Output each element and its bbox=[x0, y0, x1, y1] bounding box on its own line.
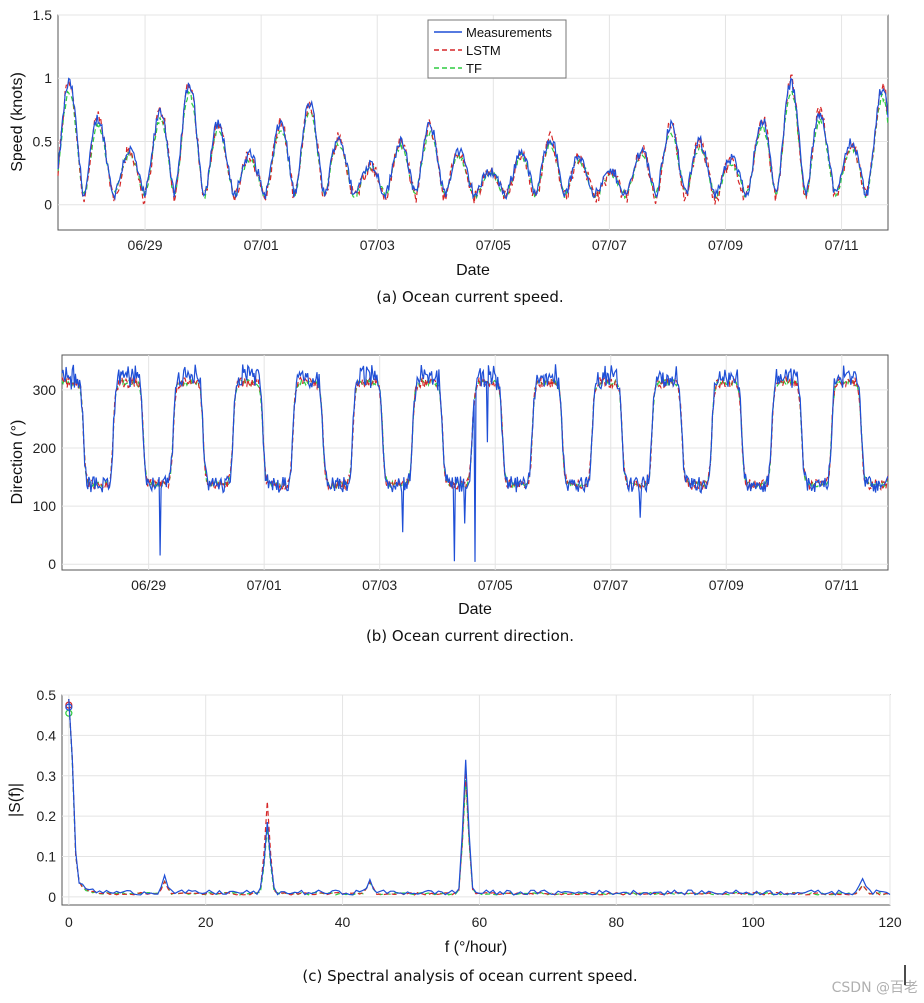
spectrum-x-tick-label: 40 bbox=[335, 914, 351, 930]
direction-y-tick-label: 200 bbox=[33, 440, 57, 456]
spectrum-y-tick-label: 0.1 bbox=[37, 849, 57, 865]
direction-x-ticks: 06/29 07/01 07/03 07/05 07/07 07/09 07/11 bbox=[131, 577, 859, 593]
spectrum-y-tick-label: 0.5 bbox=[37, 687, 57, 703]
speed-x-tick-label: 07/05 bbox=[476, 237, 511, 253]
speed-x-label: Date bbox=[456, 262, 490, 279]
spectrum-x-label: f (°/hour) bbox=[445, 939, 507, 956]
speed-y-tick-label: 1.5 bbox=[33, 7, 53, 23]
spectrum-y-tick-label: 0.2 bbox=[37, 808, 57, 824]
direction-x-tick-label: 07/05 bbox=[478, 577, 513, 593]
spectrum-series-measurements bbox=[68, 698, 891, 896]
spectrum-x-ticks: 0 20 40 60 80 100 120 bbox=[65, 914, 902, 930]
direction-chart: 0 100 200 300 06/29 07/01 07/03 07/05 07/07 07/0… bbox=[9, 354, 889, 645]
legend-label-lstm: LSTM bbox=[466, 43, 501, 58]
watermark: CSDN @百老 bbox=[832, 980, 918, 996]
spectrum-x-tick-label: 80 bbox=[608, 914, 624, 930]
spectrum-x-tick-label: 120 bbox=[878, 914, 902, 930]
direction-y-tick-label: 100 bbox=[33, 498, 57, 514]
legend: Measurements LSTM TF bbox=[427, 19, 567, 79]
legend-label-tf: TF bbox=[466, 61, 482, 76]
speed-y-tick-label: 0 bbox=[44, 197, 52, 213]
speed-x-tick-label: 07/07 bbox=[592, 237, 627, 253]
speed-x-tick-label: 06/29 bbox=[128, 237, 163, 253]
direction-y-tick-label: 0 bbox=[48, 556, 56, 572]
speed-caption: (a) Ocean current speed. bbox=[376, 288, 563, 306]
direction-x-tick-label: 07/07 bbox=[593, 577, 628, 593]
speed-chart: 00.511.5 06/29 07/01 07/03 07/05 07/07 07/09 0… bbox=[9, 7, 889, 306]
spectrum-x-tick-label: 20 bbox=[198, 914, 214, 930]
spectrum-caption: (c) Spectral analysis of ocean current s… bbox=[302, 967, 637, 985]
direction-x-tick-label: 07/01 bbox=[247, 577, 282, 593]
speed-x-tick-label: 07/03 bbox=[360, 237, 395, 253]
spectrum-y-tick-label: 0 bbox=[48, 889, 56, 905]
spectrum-x-tick-label: 60 bbox=[472, 914, 488, 930]
direction-series-lstm bbox=[61, 374, 889, 492]
speed-series-measurements bbox=[57, 77, 889, 201]
spectrum-grid bbox=[62, 694, 891, 905]
spectrum-y-ticks: 0 0.1 0.2 0.3 0.4 0.5 bbox=[37, 687, 57, 905]
spectrum-dc-marker-measurements bbox=[65, 703, 73, 711]
speed-x-tick-label: 07/09 bbox=[708, 237, 743, 253]
speed-series bbox=[57, 74, 889, 205]
spectrum-y-tick-label: 0.4 bbox=[37, 727, 57, 743]
spectrum-x-tick-label: 0 bbox=[65, 914, 73, 930]
direction-x-tick-label: 06/29 bbox=[131, 577, 166, 593]
speed-x-ticks: 06/29 07/01 07/03 07/05 07/07 07/09 07/11 bbox=[128, 237, 859, 253]
direction-series bbox=[61, 364, 889, 562]
direction-x-tick-label: 07/03 bbox=[362, 577, 397, 593]
spectrum-chart: 0 0.1 0.2 0.3 0.4 0.5 0 20 40 60 80 100 120 f (°/ho… bbox=[7, 687, 902, 985]
spectrum-plot-area bbox=[61, 694, 891, 906]
direction-caption: (b) Ocean current direction. bbox=[366, 627, 574, 645]
legend-label-measurements: Measurements bbox=[466, 25, 552, 40]
direction-y-ticks: 0 100 200 300 bbox=[33, 382, 57, 572]
speed-y-label: Speed (knots) bbox=[9, 72, 26, 172]
direction-x-tick-label: 07/09 bbox=[709, 577, 744, 593]
speed-x-tick-label: 07/11 bbox=[825, 237, 859, 253]
speed-x-tick-label: 07/01 bbox=[244, 237, 279, 253]
spectrum-x-tick-label: 100 bbox=[741, 914, 765, 930]
speed-y-tick-label: 1 bbox=[44, 70, 52, 86]
spectrum-y-tick-label: 0.3 bbox=[37, 768, 57, 784]
speed-y-ticks: 0 0.5 1 1.5 bbox=[33, 7, 53, 213]
direction-x-label: Date bbox=[458, 601, 492, 618]
direction-y-label: Direction (°) bbox=[9, 420, 26, 505]
direction-y-tick-label: 300 bbox=[33, 382, 57, 398]
speed-y-tick-label: 0.5 bbox=[33, 133, 53, 149]
direction-series-measurements bbox=[61, 364, 889, 562]
direction-x-tick-label: 07/11 bbox=[825, 577, 859, 593]
spectrum-series bbox=[65, 698, 891, 896]
spectrum-y-label: |S(f)| bbox=[7, 783, 24, 817]
